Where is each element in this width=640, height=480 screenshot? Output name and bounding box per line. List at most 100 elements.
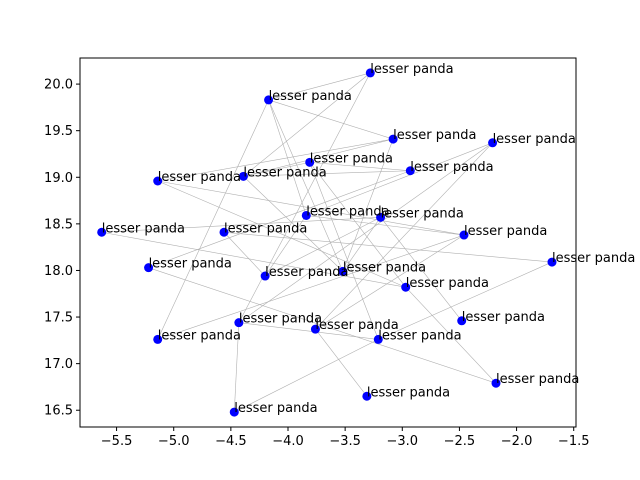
point-label-16: lesser panda <box>265 265 348 280</box>
point-label-15: lesser panda <box>343 260 426 275</box>
edge-line-18 <box>101 217 381 233</box>
x-tick-label-4: −3.5 <box>329 434 361 449</box>
edge-line-20 <box>223 232 266 277</box>
data-point-10 <box>97 227 107 237</box>
data-point-5 <box>405 166 415 176</box>
data-point-13 <box>547 257 557 267</box>
edge-line-1 <box>243 72 371 177</box>
x-tick-label-0: −5.5 <box>101 434 133 449</box>
data-point-14 <box>144 263 154 273</box>
edge-line-10 <box>238 72 371 323</box>
x-tick-label-6: −2.5 <box>444 434 476 449</box>
edge-line-13 <box>157 180 465 236</box>
data-point-3 <box>488 138 498 148</box>
x-tick-label-8: −1.5 <box>558 434 590 449</box>
data-point-15 <box>338 266 348 276</box>
y-tick-label-7: 20.0 <box>44 78 73 93</box>
point-label-9: lesser panda <box>381 206 464 221</box>
edge-line-27 <box>238 142 493 323</box>
edge-line-16 <box>264 215 307 277</box>
edge-line-11 <box>157 99 269 340</box>
x-tick-label-3: −4.0 <box>272 434 304 449</box>
point-label-20: lesser panda <box>315 318 398 333</box>
data-point-23 <box>491 378 501 388</box>
y-tick-label-2: 17.5 <box>44 311 73 326</box>
point-label-0: lesser panda <box>370 62 453 77</box>
data-point-6 <box>238 171 248 181</box>
point-label-13: lesser panda <box>552 251 635 266</box>
point-label-24: lesser panda <box>367 385 450 400</box>
edge-line-19 <box>223 231 553 263</box>
edge-line-29 <box>315 328 368 397</box>
point-label-23: lesser panda <box>496 372 579 387</box>
edge-line-25 <box>380 217 462 321</box>
point-label-5: lesser panda <box>410 160 493 175</box>
edge-line-4 <box>243 162 310 177</box>
data-point-1 <box>264 95 274 105</box>
point-label-21: lesser panda <box>378 328 461 343</box>
data-point-9 <box>376 212 386 222</box>
edge-line-22 <box>157 234 465 340</box>
data-point-12 <box>459 230 469 240</box>
edge-line-39 <box>268 99 307 216</box>
point-label-6: lesser panda <box>243 165 326 180</box>
data-point-20 <box>310 324 320 334</box>
point-label-7: lesser panda <box>158 170 241 185</box>
edge-line-33 <box>309 162 379 340</box>
edge-line-21 <box>148 267 497 384</box>
point-label-2: lesser panda <box>393 128 476 143</box>
edge-line-12 <box>157 180 406 288</box>
y-tick-label-0: 16.5 <box>44 404 73 419</box>
plot-area-frame <box>79 57 577 428</box>
edge-line-37 <box>238 322 379 340</box>
point-label-18: lesser panda <box>462 310 545 325</box>
edge-line-15 <box>306 215 465 236</box>
point-label-12: lesser panda <box>464 224 547 239</box>
edge-line-28 <box>315 142 493 330</box>
point-label-17: lesser panda <box>406 276 489 291</box>
y-tick-label-3: 18.0 <box>44 264 73 279</box>
y-tick-label-1: 17.0 <box>44 357 73 372</box>
point-label-25: lesser panda <box>234 401 317 416</box>
data-point-7 <box>153 176 163 186</box>
y-tick-label-6: 19.5 <box>44 124 73 139</box>
point-label-14: lesser panda <box>149 257 232 272</box>
edge-line-7 <box>157 138 394 182</box>
data-point-11 <box>219 227 229 237</box>
data-point-21 <box>373 334 383 344</box>
x-tick-label-2: −4.5 <box>215 434 247 449</box>
y-axis-ticks: 16.5 17.0 17.5 18.0 18.5 19.0 19.5 20.0 <box>44 78 80 419</box>
data-point-18 <box>457 316 467 326</box>
data-point-4 <box>305 157 315 167</box>
edge-line-5 <box>309 162 411 172</box>
edge-line-36 <box>405 287 497 384</box>
edge-line-0 <box>268 72 371 101</box>
x-axis-ticks: −5.5 −5.0 −4.5 −4.0 −3.5 −3.0 −2.5 −2.0 −1.5 <box>101 427 590 449</box>
y-tick-label-4: 18.5 <box>44 217 73 232</box>
x-tick-label-7: −2.0 <box>501 434 533 449</box>
edge-line-31 <box>378 261 553 340</box>
data-point-16 <box>260 271 270 281</box>
data-point-22 <box>153 334 163 344</box>
point-label-10: lesser panda <box>102 221 185 236</box>
edge-line-30 <box>234 339 379 413</box>
x-tick-label-1: −5.0 <box>158 434 190 449</box>
edge-line-38 <box>315 234 465 330</box>
edge-line-2 <box>268 99 394 140</box>
data-point-19 <box>234 318 244 328</box>
edge-line-35 <box>148 170 411 268</box>
edge-line-3 <box>243 138 394 177</box>
edge-line-14 <box>306 142 493 216</box>
point-label-19: lesser panda <box>239 312 322 327</box>
edge-line-6 <box>243 170 411 177</box>
points-layer <box>97 68 557 417</box>
point-label-4: lesser panda <box>310 151 393 166</box>
y-tick-label-5: 19.0 <box>44 171 73 186</box>
edge-line-34 <box>309 162 406 288</box>
edges-layer <box>101 72 553 413</box>
data-point-0 <box>365 68 375 78</box>
edge-line-17 <box>101 231 406 288</box>
